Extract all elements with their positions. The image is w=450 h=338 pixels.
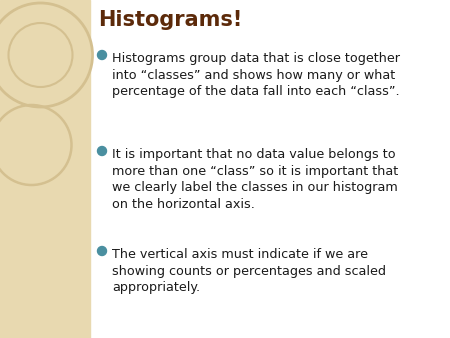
Text: Histograms!: Histograms! xyxy=(98,10,242,30)
Circle shape xyxy=(98,146,107,155)
Circle shape xyxy=(98,50,107,59)
Text: It is important that no data value belongs to
more than one “class” so it is imp: It is important that no data value belon… xyxy=(112,148,398,211)
Bar xyxy=(0,0,90,338)
Text: The vertical axis must indicate if we are
showing counts or percentages and scal: The vertical axis must indicate if we ar… xyxy=(112,248,386,294)
Circle shape xyxy=(98,246,107,256)
Text: Histograms group data that is close together
into “classes” and shows how many o: Histograms group data that is close toge… xyxy=(112,52,400,98)
